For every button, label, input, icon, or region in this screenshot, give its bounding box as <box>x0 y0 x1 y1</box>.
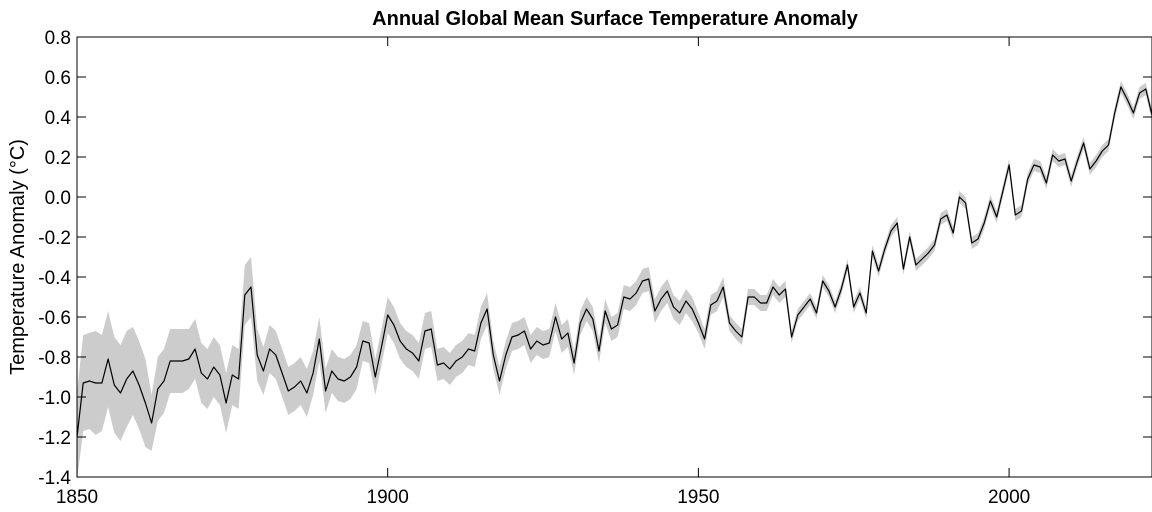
y-tick-label: -0.8 <box>38 348 71 369</box>
x-tick-label: 1850 <box>56 487 98 508</box>
x-tick-label: 2000 <box>988 487 1030 508</box>
y-tick-label: -1.0 <box>38 388 71 409</box>
axes-frame <box>76 36 1152 478</box>
y-tick-label: -1.2 <box>38 428 71 449</box>
x-tick-label: 1900 <box>367 487 409 508</box>
uncertainty-band <box>77 81 1152 481</box>
y-tick-label: 0.4 <box>45 108 72 129</box>
axis-ticks: 1850 1900 1950 2000 0.8 0.6 0.4 0.2 0.0 -0.2 -0.4 -… <box>38 28 1152 508</box>
y-tick-label: 0.0 <box>45 188 71 209</box>
y-tick-label: -0.6 <box>38 308 71 329</box>
y-tick-label: -0.2 <box>38 228 71 249</box>
y-tick-label: 0.8 <box>45 28 71 49</box>
anomaly-series-line <box>76 86 1152 438</box>
x-tick-label: 1950 <box>677 487 719 508</box>
y-tick-label: 0.2 <box>45 148 71 169</box>
y-tick-label: -0.4 <box>38 268 71 289</box>
y-axis-label: Temperature Anomaly (°C) <box>7 139 29 375</box>
chart-title: Annual Global Mean Surface Temperature A… <box>372 8 859 30</box>
y-tick-label: 0.6 <box>45 68 71 89</box>
plot-area <box>76 81 1152 481</box>
y-tick-label: -1.4 <box>38 468 71 489</box>
